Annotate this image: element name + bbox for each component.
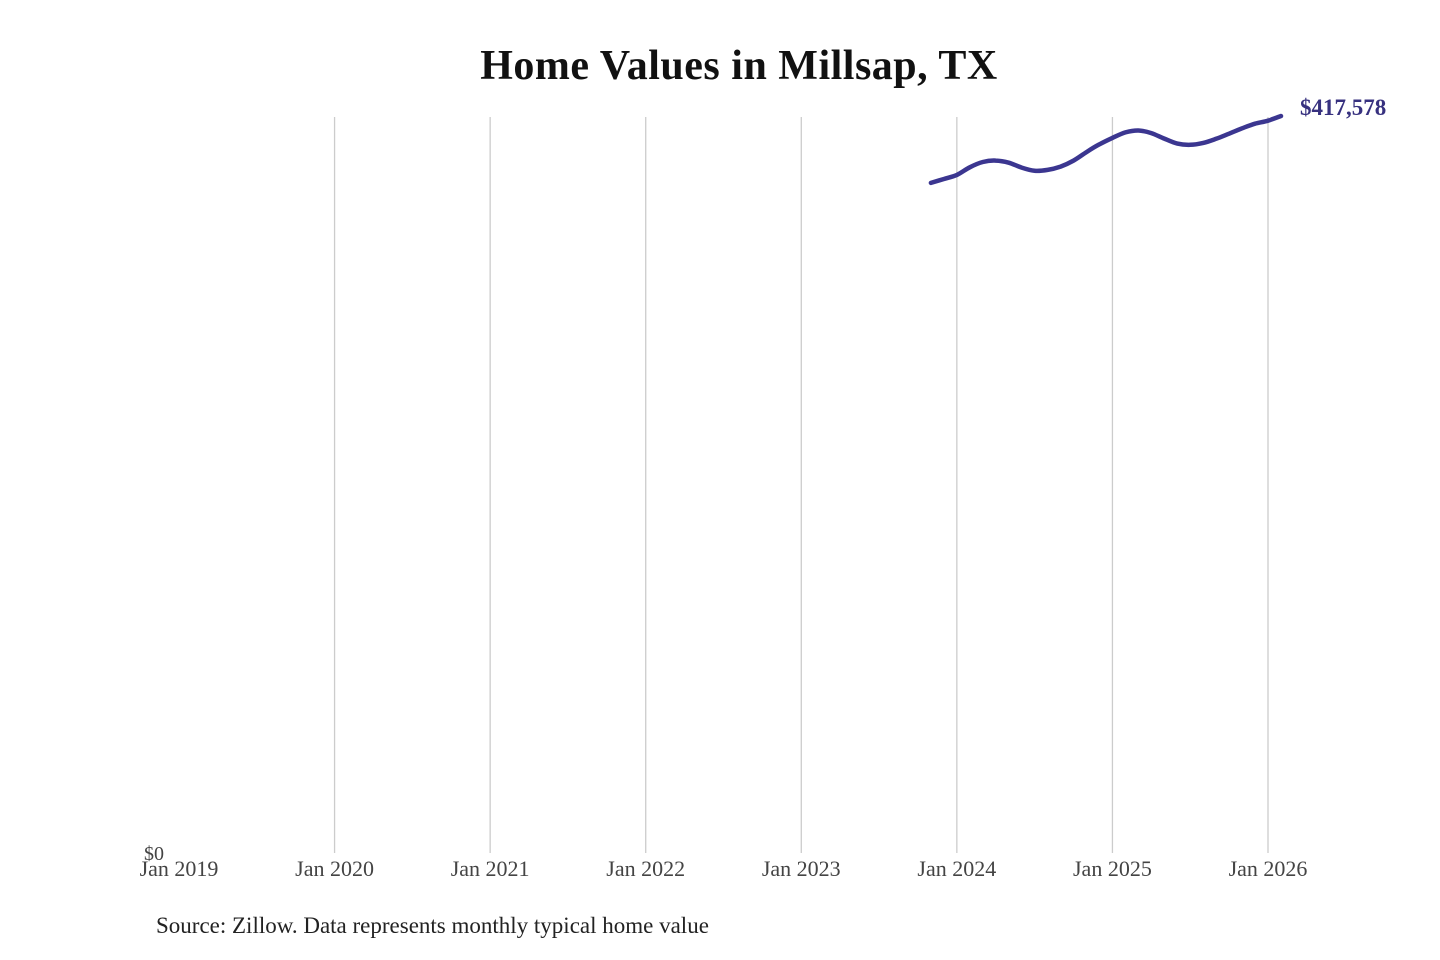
x-axis-tick-label: Jan 2019: [139, 856, 219, 881]
x-axis-tick-label: Jan 2021: [450, 856, 530, 881]
x-axis-tick-label: Jan 2022: [606, 856, 686, 881]
x-axis-tick-label: Jan 2026: [1228, 856, 1308, 881]
home-value-line: [928, 113, 1284, 186]
x-axis-tick-label: Jan 2023: [761, 856, 841, 881]
x-axis-tick-label: Jan 2025: [1073, 856, 1152, 881]
y-axis-zero-label: $0: [144, 843, 164, 865]
vertical-gridlines: [333, 117, 1269, 853]
chart-title: Home Values in Millsap, TX: [480, 43, 998, 89]
source-note: Source: Zillow. Data represents monthly …: [156, 913, 709, 938]
x-axis-tick-label: Jan 2020: [295, 856, 374, 881]
latest-value-label: $417,578: [1300, 95, 1387, 120]
x-axis-tick-label: Jan 2024: [917, 856, 997, 881]
